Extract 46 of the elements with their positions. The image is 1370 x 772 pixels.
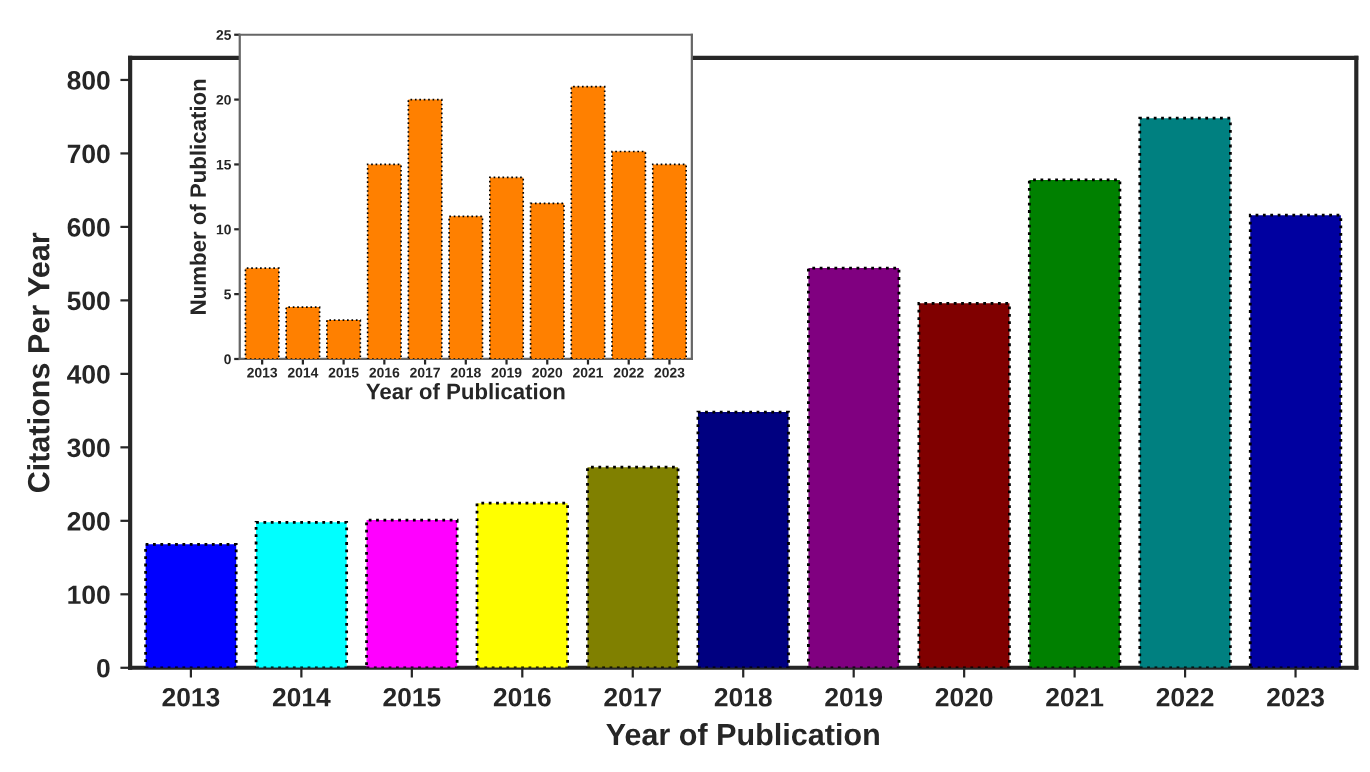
bar (448, 215, 484, 359)
bar (611, 150, 647, 359)
bar (144, 542, 238, 668)
bar (326, 319, 362, 359)
bar (651, 163, 687, 359)
y-axis-title: Citations Per Year (27, 232, 50, 493)
x-axis-title: Year of Publication (366, 383, 565, 400)
bar (807, 266, 901, 668)
x-tick-label: 2016 (493, 687, 551, 707)
bar (285, 306, 321, 359)
y-tick-label: 800 (67, 71, 110, 90)
bar (1138, 116, 1232, 668)
x-tick-label: 2021 (1046, 687, 1104, 707)
y-tick-label: 400 (67, 365, 110, 384)
bar (407, 98, 443, 359)
bar (488, 176, 525, 359)
y-tick-label: 0 (97, 658, 110, 678)
bar (366, 163, 402, 359)
y-tick-label: 500 (67, 291, 110, 311)
bar (254, 520, 349, 668)
x-axis-title: Year of Publication (606, 722, 879, 746)
x-tick-label: 2023 (1267, 687, 1324, 707)
x-tick-label: 2020 (935, 687, 993, 707)
x-tick-label: 2018 (714, 687, 772, 707)
x-tick-label: 2017 (604, 687, 661, 707)
x-tick-label: 2022 (1156, 687, 1214, 707)
y-axis-title: Number of Publication (189, 79, 207, 314)
y-tick-label: 300 (67, 438, 110, 458)
x-tick-label: 2013 (162, 687, 220, 707)
y-tick-label: 100 (68, 585, 110, 605)
bar (475, 501, 569, 668)
y-tick-label: 700 (67, 144, 110, 164)
bar (529, 202, 565, 359)
x-tick-label: 2019 (825, 687, 883, 707)
x-tick-label: 2014 (272, 687, 331, 707)
bar (244, 267, 280, 359)
y-tick-label: 200 (67, 511, 110, 531)
y-tick-label: 600 (67, 218, 110, 237)
bar (586, 465, 680, 668)
bar (1027, 178, 1122, 668)
bar (917, 301, 1011, 668)
bar (696, 410, 790, 668)
bar (1248, 213, 1343, 668)
x-tick-label: 2015 (383, 687, 441, 707)
bar (570, 85, 606, 359)
bar (365, 518, 459, 668)
